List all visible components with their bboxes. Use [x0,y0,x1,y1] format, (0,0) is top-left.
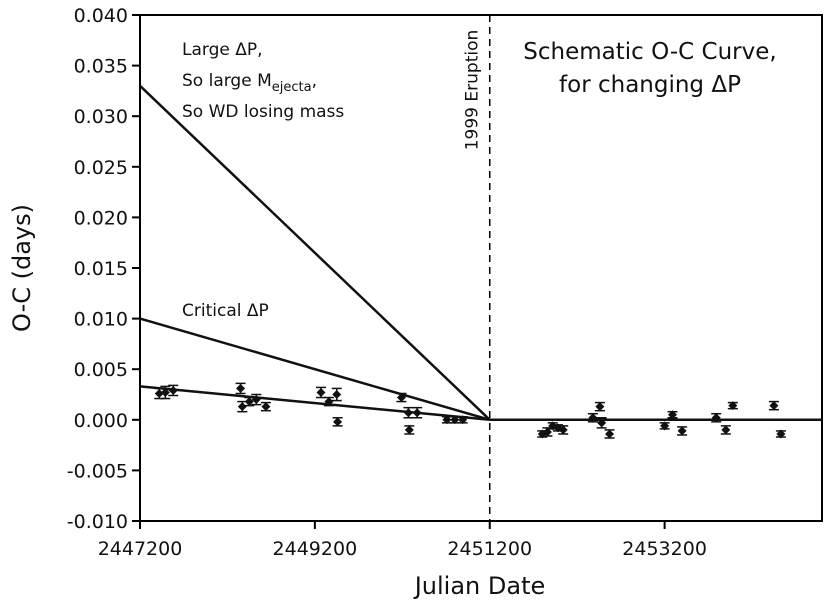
annotation-mejecta-prefix: So large M [182,71,272,91]
annotation-large-mejecta: So large Mejecta, [182,71,317,95]
data-point [558,425,568,435]
data-point [442,415,452,425]
axis-ticks [132,14,666,529]
data-point [776,429,786,439]
data-point [261,402,271,412]
data-point [660,421,670,431]
y-axis-title: O-C (days) [8,204,36,332]
data-point [316,387,326,397]
chart-title-line-1: Schematic O-C Curve, [523,39,776,65]
line-critical [139,317,491,422]
annotation-mejecta-suffix: , [312,71,317,91]
y-tick-label: 0.035 [74,56,128,78]
y-tick-label: 0.040 [74,5,128,27]
annotation-mejecta-subscript: ejecta [272,80,312,95]
data-point [450,415,460,425]
y-tick-label: 0.030 [74,106,128,128]
data-point [711,413,721,423]
annotation-large-dp: Large ΔP, [182,40,263,60]
data-point [458,415,468,425]
x-tick-label: 2453200 [622,538,707,560]
data-point [168,385,178,395]
y-tick-label: -0.005 [67,460,128,482]
y-tick-label: -0.010 [67,511,128,533]
axis-tick-labels: -0.010 -0.005 0.000 0.005 0.010 0.015 0.020 0.0… [67,5,707,560]
data-point [667,410,677,420]
x-tick-label: 2447200 [98,538,183,560]
y-tick-label: 0.010 [74,309,128,331]
data-point [403,408,413,418]
x-axis-title: Julian Date [413,572,546,600]
data-point [769,401,779,411]
annotation-wd-losing-mass: So WD losing mass [182,102,344,122]
y-tick-label: 0.000 [74,410,128,432]
data-point [728,401,738,411]
data-point [404,425,414,435]
data-point [332,390,342,399]
data-point [721,425,731,435]
x-tick-label: 2449200 [273,538,358,560]
chart-title-line-2: for changing ΔP [559,72,741,98]
data-point [244,397,254,407]
data-point [597,418,607,428]
data-point [605,429,615,439]
line-fit [139,385,490,422]
y-tick-label: 0.025 [74,157,128,179]
annotation-critical-dp: Critical ΔP [182,301,269,321]
data-point [251,395,261,405]
data-point [324,397,334,407]
data-point [154,388,164,398]
data-point [236,383,246,393]
data-point [677,426,687,436]
data-points [154,382,786,439]
data-point [595,402,605,412]
data-point [542,427,552,437]
eruption-label: 1999 Eruption [463,30,483,151]
data-point [237,402,247,412]
line-large [139,84,491,421]
data-point [588,413,598,423]
y-tick-label: 0.015 [74,258,128,280]
data-point [396,393,406,403]
data-point [412,408,422,418]
x-tick-label: 2451200 [447,538,532,560]
y-tick-label: 0.020 [74,207,128,229]
model-lines [139,84,822,422]
data-point [160,387,170,397]
data-point [333,417,343,427]
y-tick-label: 0.005 [74,359,128,381]
